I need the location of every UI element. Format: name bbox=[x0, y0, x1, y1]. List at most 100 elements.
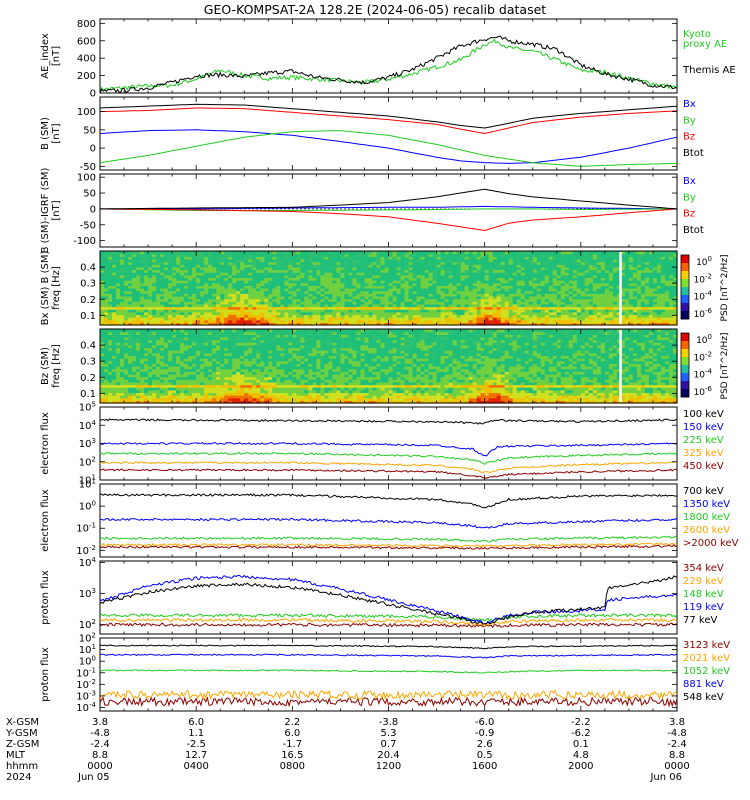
y-tick-label: 0 bbox=[90, 204, 96, 215]
y-tick-label: 101 bbox=[79, 478, 96, 491]
orbit-value: 3.8 bbox=[669, 717, 685, 728]
legend-item: 229 keV bbox=[683, 576, 724, 587]
y-tick-label: 0.2 bbox=[80, 373, 96, 384]
series-line-1052-kev bbox=[99, 669, 678, 674]
legend-item: 3123 keV bbox=[683, 640, 730, 651]
y-tick-label: 800 bbox=[77, 19, 96, 30]
colorbar-label: PSD [nT^2/Hz] bbox=[720, 255, 730, 322]
series-line-77-kev bbox=[99, 575, 678, 625]
series-line-225-kev bbox=[99, 452, 678, 466]
panel-proton_flux_high: 3123 keV 2021 keV 1052 keV 881 keV 548 keV 10… bbox=[40, 632, 730, 715]
y-tick-label: 101 bbox=[79, 643, 96, 656]
series-line-bz bbox=[99, 107, 678, 135]
orbit-value: -4.8 bbox=[667, 728, 687, 739]
series-line-themis-ae bbox=[99, 35, 678, 94]
legend-item: Bx bbox=[683, 176, 696, 187]
y-axis-label: Bz (SM) bbox=[40, 347, 51, 385]
panel-bz_spectrogram: 100 10-2 10-4 10-6 PSD [nT^2/Hz] 0.1 0.2 0.3 0.4… bbox=[40, 328, 730, 404]
orbit-value: -6.0 bbox=[475, 717, 495, 728]
y-tick-label: 0.4 bbox=[80, 263, 96, 274]
colorbar-tick-label: 100 bbox=[696, 333, 712, 346]
legend-item: 77 keV bbox=[683, 615, 717, 626]
colorbar-label: PSD [nT^2/Hz] bbox=[720, 333, 730, 400]
orbit-value: 0.5 bbox=[477, 750, 493, 761]
legend-item: 1350 keV bbox=[683, 499, 730, 510]
legend-item: Btot bbox=[683, 225, 704, 236]
colorbar bbox=[680, 254, 690, 320]
y-tick-label: 101 bbox=[79, 474, 96, 487]
y-tick-label: -50 bbox=[80, 162, 96, 173]
legend-item: 548 keV bbox=[683, 692, 724, 703]
series-line-btot bbox=[100, 188, 678, 210]
legend-item: By bbox=[683, 115, 696, 126]
series-line-3123-kev bbox=[99, 695, 678, 708]
panel-proton_flux_low: 354 keV 229 keV 148 keV 119 keV 77 keV 102 103… bbox=[40, 556, 724, 635]
orbit-row-label: Z-GSM bbox=[6, 739, 39, 750]
series-line-btot bbox=[99, 103, 678, 129]
y-tick-label: 105 bbox=[79, 401, 96, 414]
panel-frame bbox=[99, 637, 678, 712]
legend-item: Btot bbox=[683, 148, 704, 159]
y-tick-label: 10-1 bbox=[76, 522, 96, 535]
legend-item: Kyoto bbox=[683, 29, 711, 40]
y-tick-label: -50 bbox=[80, 220, 96, 231]
legend-item: 2600 keV bbox=[683, 525, 730, 536]
panel-frame bbox=[99, 560, 678, 635]
legend-item: 2021 keV bbox=[683, 653, 730, 664]
orbit-row-label: X-GSM bbox=[6, 717, 39, 728]
panel-electron_flux_low: 100 keV 150 keV 225 keV 325 keV 450 keV 101 10… bbox=[40, 401, 724, 487]
y-tick-label: -100 bbox=[73, 236, 96, 247]
orbit-value: 1600 bbox=[472, 761, 497, 772]
y-tick-label: 400 bbox=[77, 54, 96, 65]
legend-item: 148 keV bbox=[683, 589, 724, 600]
orbit-row-label: hhmm bbox=[6, 761, 38, 772]
y-tick-label: 600 bbox=[77, 36, 96, 47]
series-line-by bbox=[99, 208, 677, 211]
orbit-value: -4.8 bbox=[90, 728, 110, 739]
orbit-row-label: MLT bbox=[6, 750, 26, 761]
orbit-value: 6.0 bbox=[284, 728, 300, 739]
orbit-value: -2.2 bbox=[571, 717, 591, 728]
orbit-row-label: 2024 bbox=[6, 772, 31, 783]
figure-title: GEO-KOMPSAT-2A 128.2E (2024-06-05) recal… bbox=[204, 2, 547, 17]
y-tick-label: 200 bbox=[77, 71, 96, 82]
y-axis-label: [nT] bbox=[51, 123, 62, 143]
legend-item: 1052 keV bbox=[683, 666, 730, 677]
y-axis-label: electron flux bbox=[40, 412, 51, 475]
orbit-value: 20.4 bbox=[377, 750, 399, 761]
series-line-bx bbox=[100, 205, 677, 210]
y-tick-label: 100 bbox=[79, 655, 96, 668]
y-axis-label: electron flux bbox=[40, 489, 51, 552]
orbit-value: 1.1 bbox=[188, 728, 204, 739]
panel-frame bbox=[99, 96, 678, 171]
orbit-value: -2.4 bbox=[667, 739, 687, 750]
series-line-325-kev bbox=[99, 461, 678, 474]
orbit-value: 0400 bbox=[183, 761, 208, 772]
series-line-kyoto-proxy-ae bbox=[99, 38, 678, 92]
orbit-value: 6.0 bbox=[188, 717, 204, 728]
y-tick-label: 0 bbox=[90, 89, 96, 100]
series-line-548-kev bbox=[99, 644, 678, 650]
y-tick-label: 0.1 bbox=[80, 311, 96, 322]
y-axis-label: Bx (SM) B (SM) bbox=[40, 251, 51, 326]
series-line--2000-kev bbox=[99, 544, 678, 550]
series-line-700-kev bbox=[99, 493, 678, 509]
orbit-value: 0.7 bbox=[381, 739, 397, 750]
legend-item: 325 keV bbox=[683, 448, 724, 459]
legend-item: 150 keV bbox=[683, 422, 724, 433]
panel-bx_spectrogram: 100 10-2 10-4 10-6 PSD [nT^2/Hz] 0.1 0.2 0.3 0.4… bbox=[40, 250, 730, 326]
series-line-119-kev bbox=[99, 574, 678, 625]
y-axis-label: freq [Hz] bbox=[51, 344, 62, 388]
legend-item: 225 keV bbox=[683, 435, 724, 446]
orbit-value: -6.2 bbox=[571, 728, 591, 739]
y-tick-label: 100 bbox=[77, 173, 96, 184]
orbit-value: 8.8 bbox=[92, 750, 108, 761]
y-axis-label: B (SM)-IGRF (SM) bbox=[40, 168, 51, 254]
y-tick-label: 104 bbox=[79, 419, 97, 432]
y-tick-label: 50 bbox=[83, 125, 96, 136]
orbit-value: 2.6 bbox=[477, 739, 493, 750]
y-tick-label: 0.2 bbox=[80, 295, 96, 306]
y-axis-label: [nT] bbox=[51, 200, 62, 220]
y-tick-label: 102 bbox=[79, 632, 96, 645]
